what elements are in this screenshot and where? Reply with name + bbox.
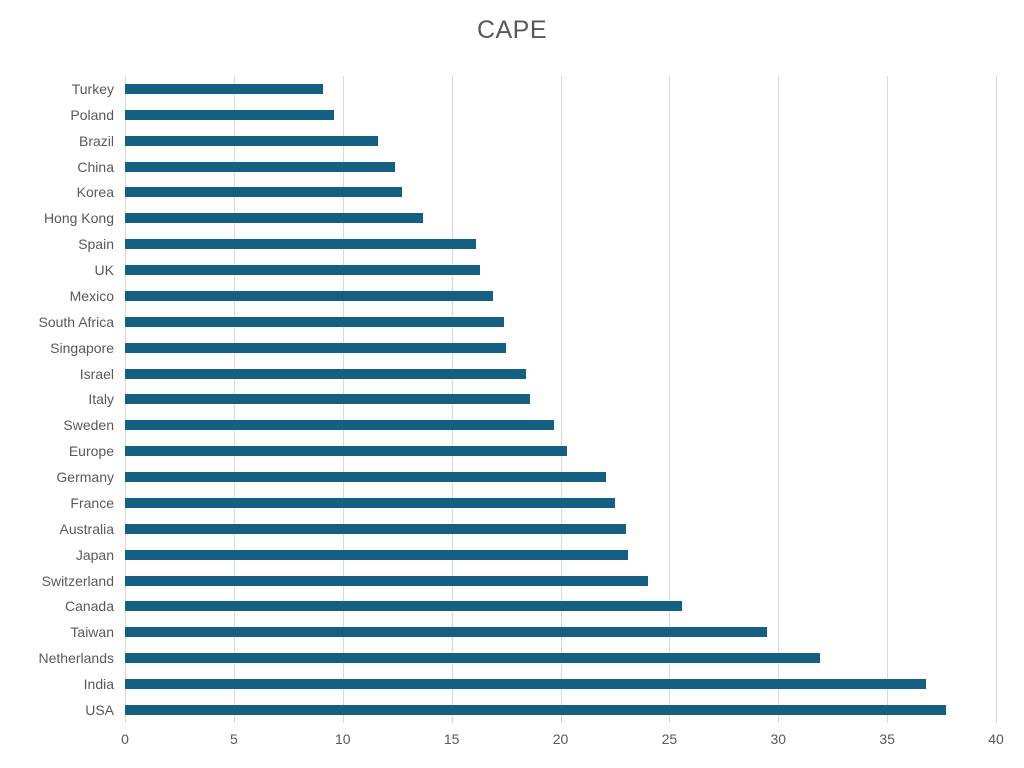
bar-uk [125,265,480,276]
category-label-europe: Europe [68,443,114,460]
y-axis-labels: Turkey Poland Brazil China Korea Hong Kong Spa… [0,76,115,723]
bar-netherlands [125,653,820,664]
x-tick-label-5: 5 [229,731,238,747]
category-label-israel: Israel [79,365,114,382]
bar-row [125,76,996,102]
x-tick-label-15: 15 [443,731,460,747]
bar-row [125,438,996,464]
bar-row [125,205,996,231]
x-tick-label-10: 10 [334,731,351,747]
bar-series [125,76,996,723]
category-label-sweden: Sweden [63,417,114,434]
category-label-singapore: Singapore [50,339,114,356]
category-label-uk: UK [94,262,114,279]
category-label-south-africa: South Africa [38,313,115,330]
bar-germany [125,472,607,483]
category-label-hong-kong: Hong Kong [43,210,114,227]
bar-france [125,497,615,508]
bar-hong-kong [125,213,424,224]
bar-poland [125,109,335,120]
x-tick-label-40: 40 [988,731,1004,747]
bar-row [125,283,996,309]
category-label-france: France [70,494,114,511]
bar-japan [125,549,628,560]
bar-row [125,516,996,542]
category-label-korea: Korea [76,184,114,201]
x-axis-ticks: 0 5 10 15 20 25 30 35 40 [121,731,1004,753]
category-label-usa: USA [85,701,114,718]
category-label-canada: Canada [64,598,114,615]
bar-row [125,154,996,180]
category-label-poland: Poland [70,106,114,123]
bar-australia [125,523,626,534]
bar-mexico [125,290,493,301]
bar-row [125,102,996,128]
bar-row [125,361,996,387]
bar-row [125,412,996,438]
gridline-20 [560,76,562,723]
bar-usa [125,704,946,715]
bar-row [125,594,996,620]
bar-israel [125,368,526,379]
bar-row [125,464,996,490]
gridline-35 [887,76,889,723]
x-tick-label-35: 35 [879,731,895,747]
gridline-25 [669,76,671,723]
category-label-taiwan: Taiwan [70,624,114,641]
x-tick-label-30: 30 [770,731,787,747]
bar-row [125,387,996,413]
bar-china [125,161,395,172]
bar-italy [125,394,530,405]
bar-row [125,309,996,335]
category-label-japan: Japan [75,546,114,563]
bar-korea [125,187,402,198]
bar-sweden [125,420,554,431]
bar-row [125,335,996,361]
bar-row [125,645,996,671]
category-label-netherlands: Netherlands [38,650,115,667]
category-label-italy: Italy [88,391,114,408]
bar-row [125,619,996,645]
category-label-brazil: Brazil [78,132,114,149]
category-label-turkey: Turkey [71,80,114,97]
bar-switzerland [125,575,648,586]
bar-row [125,542,996,568]
x-tick-label-0: 0 [121,731,129,747]
x-tick-label-20: 20 [552,731,569,747]
bar-india [125,679,927,690]
category-label-germany: Germany [56,469,114,486]
bar-row [125,490,996,516]
bar-europe [125,446,568,457]
plot-area [125,76,997,723]
category-label-china: China [77,158,114,175]
category-label-spain: Spain [78,236,114,253]
gridline-30 [778,76,780,723]
bar-row [125,128,996,154]
category-label-australia: Australia [59,520,114,537]
gridline-40 [996,76,997,723]
category-label-mexico: Mexico [69,287,114,304]
bar-spain [125,239,476,250]
bar-brazil [125,135,378,146]
category-label-india: India [83,676,114,693]
bar-taiwan [125,627,768,638]
bar-row [125,257,996,283]
bar-row [125,180,996,206]
bar-row [125,697,996,723]
chart-title: CAPE [476,16,548,44]
bar-south-africa [125,316,504,327]
bar-row [125,671,996,697]
x-tick-label-25: 25 [661,731,678,747]
bar-singapore [125,342,507,353]
bar-row [125,231,996,257]
bar-turkey [125,83,324,94]
bar-row [125,568,996,594]
bar-canada [125,601,683,612]
category-label-switzerland: Switzerland [41,572,114,589]
